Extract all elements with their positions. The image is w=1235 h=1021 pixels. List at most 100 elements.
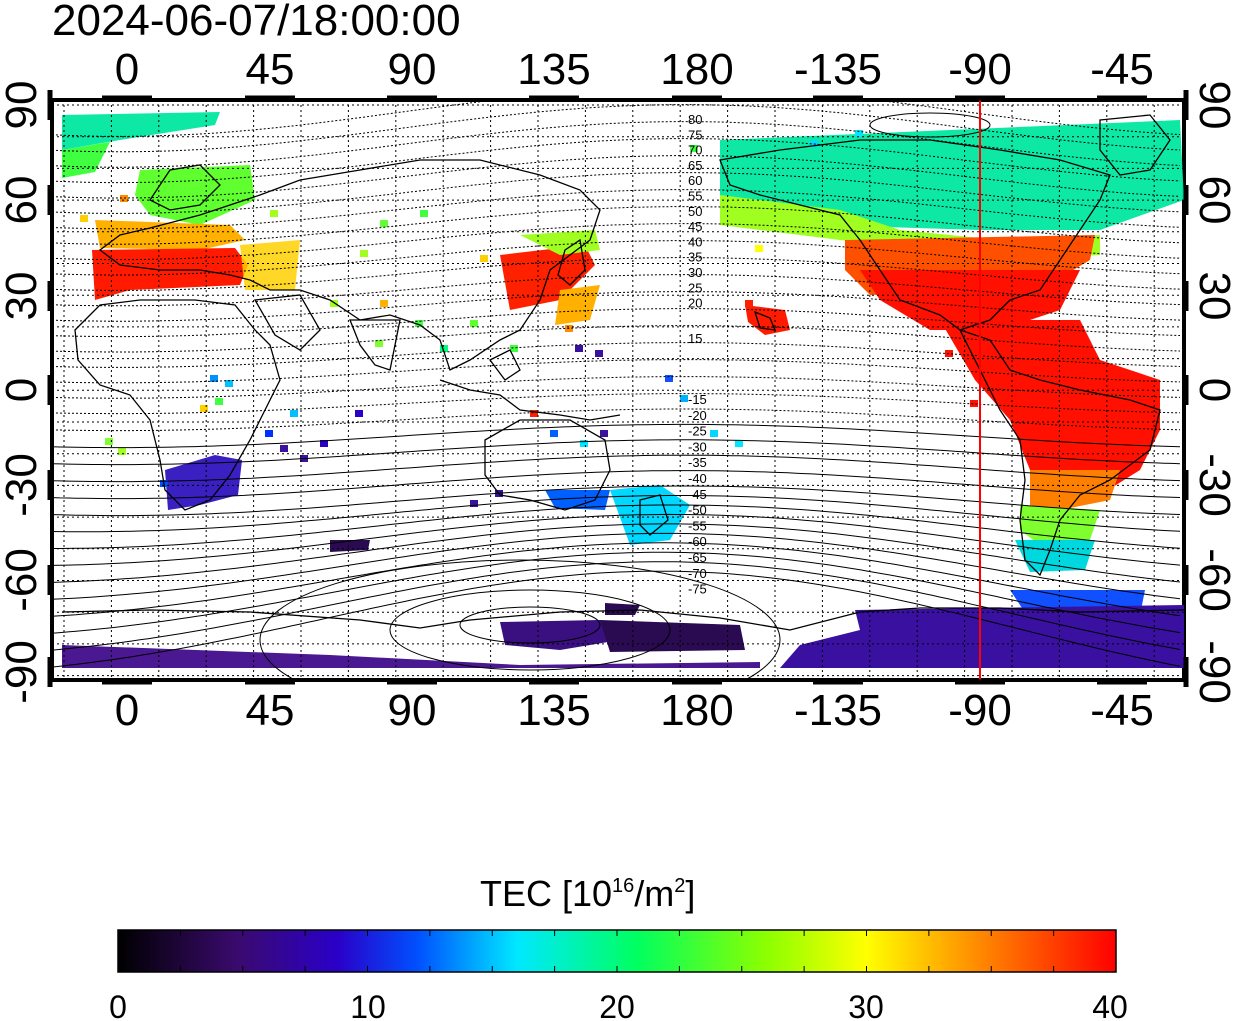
magnetic-contour-line	[52, 342, 1181, 368]
contour-label-north: 80	[688, 112, 702, 127]
magnetic-contour-line	[52, 470, 1181, 500]
magnetic-contour-line	[52, 551, 1181, 634]
left-tick-label: -90	[0, 640, 46, 704]
contour-label-south: -65	[688, 550, 707, 565]
tec-data-block	[970, 400, 978, 407]
right-tick-label: 30	[1190, 272, 1235, 321]
top-tick-label: -90	[948, 45, 1012, 94]
tec-data-block	[600, 430, 608, 437]
contour-label-south: -55	[688, 518, 707, 533]
colorbar-tick-marks	[117, 930, 1117, 972]
top-tick-label: 135	[517, 45, 590, 94]
magnetic-contour-line	[52, 121, 1181, 168]
magnetic-contour-line	[52, 291, 1181, 322]
right-tick-label: -60	[1190, 548, 1235, 612]
right-axis-labels: 90 60 30 0 -30 -60 -90	[1190, 81, 1235, 704]
top-tick-label: 0	[115, 45, 139, 94]
colorbar-tick-label: 20	[599, 989, 635, 1021]
tec-data-block	[470, 500, 478, 507]
magnetic-contour-line	[52, 570, 1181, 668]
left-axis-labels: 90 60 30 0 -30 -60 -90	[0, 81, 46, 704]
contour-label-south: -30	[688, 439, 707, 454]
contour-label-north: 75	[688, 127, 702, 142]
magnetic-contour-line	[52, 359, 1181, 384]
tec-data-block	[215, 398, 223, 405]
contour-label-north: 50	[688, 204, 702, 219]
colorbar-labels: 0 10 20 30 40	[109, 989, 1128, 1021]
contour-label-north: 40	[688, 234, 702, 249]
colorbar-tick-label: 10	[350, 989, 386, 1021]
colorbar-tick-label: 40	[1092, 989, 1128, 1021]
magnetic-contours	[52, 100, 1181, 680]
top-axis-labels: 0 45 90 135 180 -135 -90 -45	[115, 45, 1154, 94]
tec-data-block	[320, 440, 328, 447]
tec-data-block	[420, 210, 428, 217]
tec-data-block	[80, 215, 88, 222]
colorbar-title-prefix: TEC [10	[480, 873, 613, 914]
axis-tick-marks	[47, 90, 1189, 687]
bottom-tick-label: 135	[517, 686, 590, 735]
tec-data-block	[470, 320, 478, 327]
left-tick-label: -60	[0, 548, 46, 612]
bottom-tick-label: 180	[660, 686, 733, 735]
tec-data-block	[290, 410, 298, 417]
tec-data-block	[855, 130, 863, 137]
right-tick-label: 90	[1190, 81, 1235, 130]
tec-data-block	[710, 430, 718, 437]
magnetic-contour-line	[52, 542, 1181, 617]
bottom-tick-label: 0	[115, 686, 139, 735]
right-tick-label: 0	[1190, 378, 1235, 402]
left-tick-label: 0	[0, 378, 46, 402]
magnetic-contour-line	[52, 155, 1181, 199]
magnetic-contour-line	[52, 495, 1181, 533]
magnetic-contour-line	[52, 172, 1181, 214]
magnetic-contour-line	[52, 325, 1181, 353]
tec-data-block	[380, 300, 388, 307]
bottom-tick-label: 90	[388, 686, 437, 735]
contour-label-north: 45	[688, 219, 702, 234]
magnetic-contour-line	[52, 308, 1181, 338]
tec-data-block	[415, 320, 423, 327]
magnetic-contour-line	[52, 513, 1181, 566]
tec-data-block	[690, 145, 698, 152]
tec-data-block	[210, 375, 218, 382]
tec-data-block	[580, 440, 588, 447]
contour-label-south: -60	[688, 534, 707, 549]
lat-lon-grid	[52, 100, 1184, 680]
tec-data-layer	[62, 112, 1184, 668]
top-tick-label: 45	[246, 45, 295, 94]
magnetic-contour-line	[52, 223, 1181, 261]
magnetic-contour-line	[52, 532, 1181, 600]
tec-data-block	[440, 345, 448, 352]
magnetic-contour-ellipse	[259, 559, 781, 680]
top-tick-label: 90	[388, 45, 437, 94]
contour-label-south: -75	[688, 582, 707, 597]
tec-data-block	[530, 410, 538, 417]
top-tick-label: -135	[794, 45, 882, 94]
magnetic-contour-line	[52, 439, 1181, 466]
magnetic-contour-line	[52, 240, 1181, 276]
contour-label-south: -20	[688, 408, 707, 423]
colorbar-title: TEC [1016/m2]	[480, 866, 695, 914]
magnetic-contour-line	[52, 454, 1181, 483]
right-tick-label: -30	[1190, 453, 1235, 517]
contour-label-north: 20	[688, 296, 702, 311]
contour-label-south: -15	[688, 392, 707, 407]
tec-data-block	[118, 448, 126, 455]
contour-label-north: 55	[688, 189, 702, 204]
contour-label-south: -35	[688, 455, 707, 470]
contour-label-south: -50	[688, 503, 707, 518]
tec-data-block	[105, 438, 113, 445]
left-tick-label: 60	[0, 176, 46, 225]
contour-label-south: -45	[688, 487, 707, 502]
tec-data-block	[755, 245, 763, 252]
bottom-tick-label: -90	[948, 686, 1012, 735]
tec-data-block	[480, 255, 488, 262]
tec-data-block	[375, 340, 383, 347]
magnetic-contour-line	[52, 138, 1181, 184]
magnetic-contour-ellipse	[459, 606, 601, 644]
contour-label-north: 25	[688, 280, 702, 295]
magnetic-contour-line	[52, 206, 1181, 245]
tec-data-block	[665, 375, 673, 382]
